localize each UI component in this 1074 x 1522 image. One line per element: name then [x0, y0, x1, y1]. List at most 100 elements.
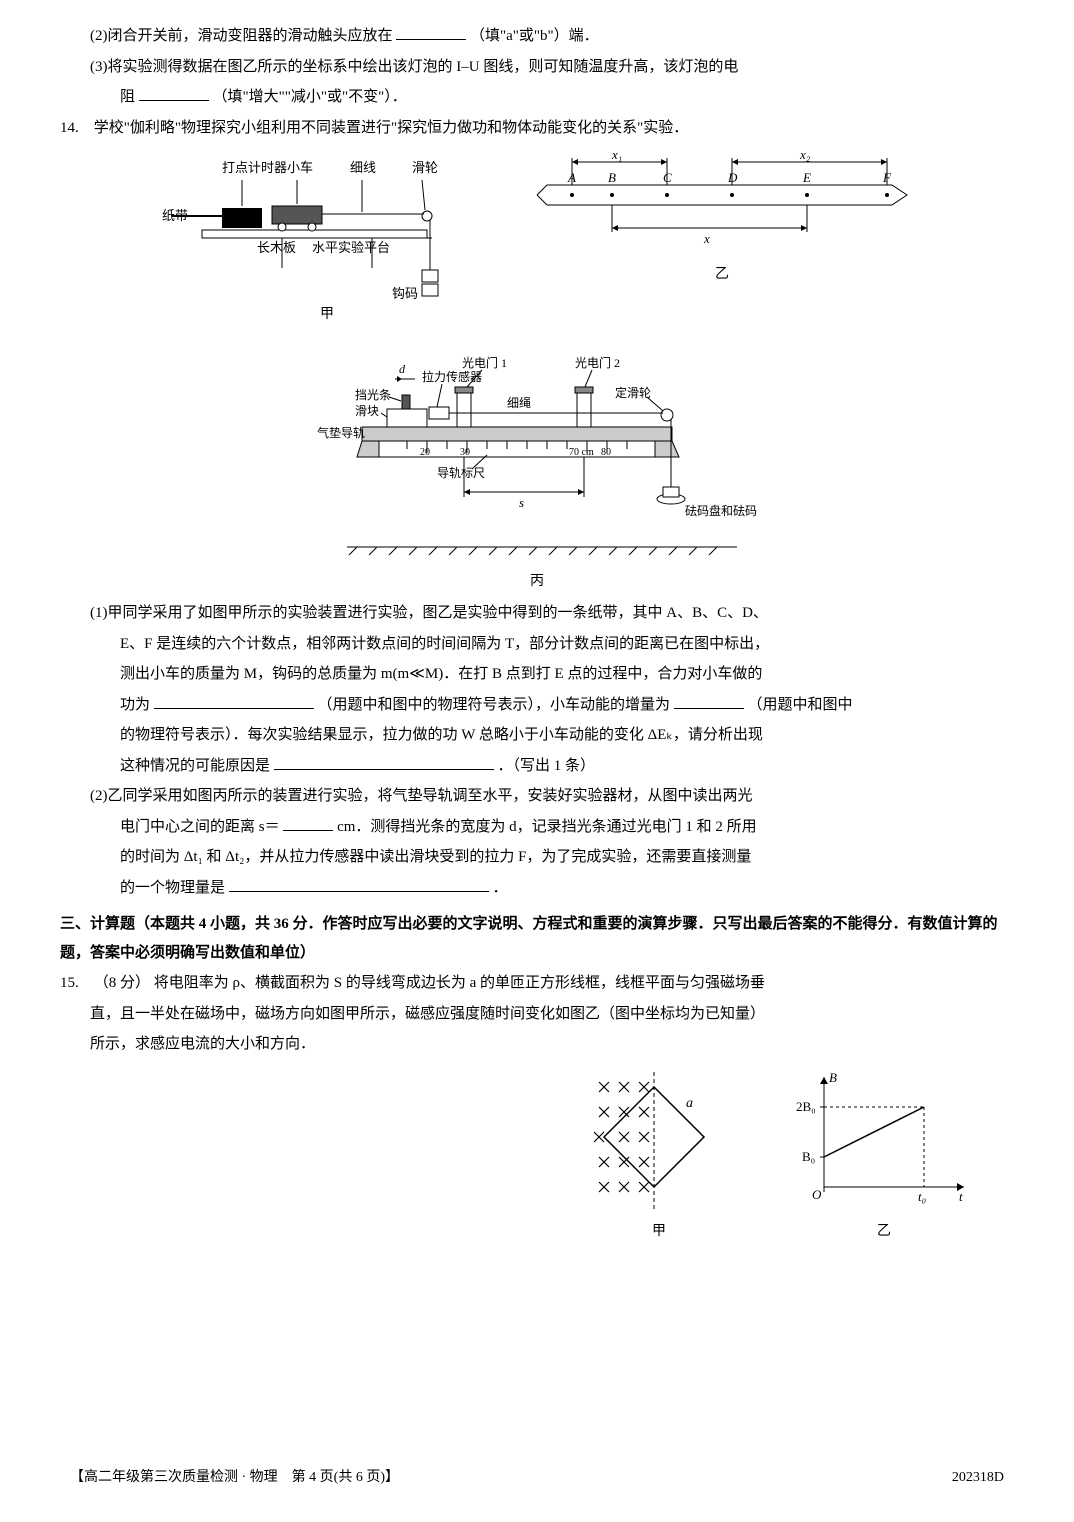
q14-fig1-cap: 甲: [320, 302, 334, 329]
svg-text:B₀: B₀: [802, 1149, 815, 1164]
svg-text:滑轮: 滑轮: [412, 160, 438, 175]
q14-fig3: 20 30 70 cm 80 d: [307, 337, 767, 596]
q14-blank-work: [154, 692, 314, 709]
q14-blank-ek: [674, 692, 744, 709]
q13-sub3-blank: [139, 85, 209, 102]
svg-text:B: B: [608, 170, 616, 185]
svg-text:拉力传感器: 拉力传感器: [422, 369, 482, 384]
svg-text:纸带: 纸带: [162, 208, 188, 223]
svg-text:挡光条: 挡光条: [355, 388, 391, 402]
svg-text:x₁: x₁: [611, 150, 622, 162]
q15-fig2-cap: 乙: [877, 1219, 891, 1246]
footer-left: 高二年级第三次质量检测 · 物理 第 4 页(共 6 页): [70, 1465, 399, 1492]
q14-stem: 学校"伽利略"物理探究小组利用不同装置进行"探究恒力做功和物体动能变化的关系"实…: [94, 120, 689, 136]
q15-fig1-cap: 甲: [652, 1219, 666, 1246]
q13-sub3b: 阻: [120, 89, 135, 105]
q14-fig3-cap: 丙: [530, 569, 544, 596]
q14-blank-qty: [229, 875, 489, 892]
svg-text:钩码: 钩码: [392, 286, 418, 300]
svg-text:70 cm: 70 cm: [569, 447, 594, 458]
q13-sub2-tail: （填"a"或"b"）端．: [470, 28, 599, 44]
q14-fig2-cap: 乙: [715, 262, 729, 289]
q15-figrow: a 甲 B 2B₀ B₀ O t₀ t 乙: [60, 1067, 1014, 1246]
q13-sub3c: （填"增大""减小"或"不变"）．: [213, 89, 407, 105]
svg-text:B: B: [829, 1070, 837, 1085]
q15-t2: 直，且一半处在磁场中，磁场方向如图甲所示，磁感应强度随时间变化如图乙（图中坐标均…: [60, 1000, 1014, 1029]
q14-p1f: （用题中和图中: [748, 697, 853, 713]
q14-stem-line: 14. 学校"伽利略"物理探究小组利用不同装置进行"探究恒力做功和物体动能变化的…: [60, 114, 1014, 143]
svg-text:30: 30: [460, 447, 470, 458]
q14-p1h: 这种情况的可能原因是: [120, 758, 270, 774]
q14-p1d: 功为: [120, 697, 150, 713]
q14-figrow2: 20 30 70 cm 80 d: [60, 337, 1014, 596]
svg-text:x: x: [703, 231, 710, 246]
q15-fig2: B 2B₀ B₀ O t₀ t 乙: [794, 1067, 974, 1246]
q14-p1e: （用题中和图中的物理符号表示），小车动能的增量为: [318, 697, 671, 713]
section3-head: 三、计算题（本题共 4 小题，共 36 分．作答时应写出必要的文字说明、方程式和…: [60, 910, 1014, 967]
q15-fig1: a 甲: [584, 1067, 734, 1246]
svg-text:滑块: 滑块: [355, 404, 379, 418]
svg-text:O: O: [812, 1187, 822, 1202]
q15-line1: 15. （8 分） 将电阻率为 ρ、横截面积为 S 的导线弯成边长为 a 的单匝…: [60, 969, 1014, 998]
svg-text:光电门 1: 光电门 1: [462, 355, 507, 370]
svg-text:80: 80: [601, 447, 611, 458]
svg-text:长木板: 长木板: [257, 240, 296, 255]
q13-sub2-text: (2)闭合开关前，滑动变阻器的滑动触头应放在: [90, 28, 393, 44]
q14-p2e: 的一个物理量是: [120, 880, 225, 896]
svg-text:砝码盘和砝码: 砝码盘和砝码: [685, 503, 757, 518]
svg-text:气垫导轨: 气垫导轨: [317, 425, 365, 440]
q14-p2-line2: 电门中心之间的距离 s＝ cm．测得挡光条的宽度为 d，记录挡光条通过光电门 1…: [60, 813, 1014, 842]
svg-text:x₂: x₂: [799, 150, 811, 162]
svg-text:细线: 细线: [350, 160, 376, 175]
svg-text:t: t: [959, 1189, 963, 1204]
q14-p2d: 的时间为 Δt₁ 和 Δt₂，并从拉力传感器中读出滑块受到的拉力 F，为了完成实…: [60, 843, 1014, 872]
svg-text:t₀: t₀: [918, 1189, 926, 1204]
page-footer: 高二年级第三次质量检测 · 物理 第 4 页(共 6 页) 202318D: [60, 1465, 1014, 1492]
q15-num: 15.: [60, 969, 90, 998]
svg-text:小车: 小车: [287, 160, 313, 175]
q14-fig2: A B C D E F x₁ x₂ x: [532, 150, 912, 329]
q14-p2-line4: 的一个物理量是 ．: [60, 874, 1014, 903]
q14-p2a: (2)乙同学采用如图丙所示的装置进行实验，将气垫导轨调至水平，安装好实验器材，从…: [60, 782, 1014, 811]
svg-text:水平实验平台: 水平实验平台: [312, 240, 390, 255]
q14-p1c: 测出小车的质量为 M，钩码的总质量为 m(m≪M)．在打 B 点到打 E 点的过…: [60, 660, 1014, 689]
q14-p1-line4: 功为 （用题中和图中的物理符号表示），小车动能的增量为 （用题中和图中: [60, 691, 1014, 720]
svg-text:细绳: 细绳: [507, 396, 531, 410]
q14-p1-line6: 这种情况的可能原因是 ．（写出 1 条）: [60, 752, 1014, 781]
q13-sub2-blank: [396, 24, 466, 41]
q14-p1g: 的物理符号表示）．每次实验结果显示，拉力做的功 W 总略小于小车动能的变化 ΔE…: [60, 721, 1014, 750]
q14-p2b: 电门中心之间的距离 s＝: [120, 819, 280, 835]
svg-text:定滑轮: 定滑轮: [615, 385, 651, 400]
q14-fig1: 打点计时器 小车 细线 滑轮 纸带 长木板 水平实验平台 钩码 甲: [162, 150, 492, 329]
q14-fig2-svg: A B C D E F x₁ x₂ x: [532, 150, 912, 260]
q14-fig1-svg: 打点计时器 小车 细线 滑轮 纸带 长木板 水平实验平台 钩码: [162, 150, 492, 300]
svg-text:导轨标尺: 导轨标尺: [437, 466, 485, 480]
q13-sub3-line2: 阻 （填"增大""减小"或"不变"）．: [60, 83, 1014, 112]
q14-num: 14.: [60, 114, 90, 143]
q13-sub2: (2)闭合开关前，滑动变阻器的滑动触头应放在 （填"a"或"b"）端．: [60, 22, 1014, 51]
q15-t1: 将电阻率为 ρ、横截面积为 S 的导线弯成边长为 a 的单匝正方形线框，线框平面…: [154, 975, 765, 991]
q14-fig3-svg: 20 30 70 cm 80 d: [307, 337, 767, 567]
q14-p2c: cm．测得挡光条的宽度为 d，记录挡光条通过光电门 1 和 2 所用: [337, 819, 757, 835]
q15-fig2-svg: B 2B₀ B₀ O t₀ t: [794, 1067, 974, 1217]
q14-p1i: ．（写出 1 条）: [498, 758, 596, 774]
svg-text:光电门 2: 光电门 2: [575, 355, 620, 370]
q14-figrow1: 打点计时器 小车 细线 滑轮 纸带 长木板 水平实验平台 钩码 甲 A B C …: [60, 150, 1014, 329]
q14-p1a: (1)甲同学采用了如图甲所示的实验装置进行实验，图乙是实验中得到的一条纸带，其中…: [60, 599, 1014, 628]
q14-blank-s: [283, 814, 333, 831]
q13-sub3a: (3)将实验测得数据在图乙所示的坐标系中绘出该灯泡的 I–U 图线，则可知随温度…: [60, 53, 1014, 82]
q14-p2f: ．: [493, 880, 508, 896]
q14-p1b: E、F 是连续的六个计数点，相邻两计数点间的时间间隔为 T，部分计数点间的距离已…: [60, 630, 1014, 659]
svg-text:20: 20: [420, 447, 430, 458]
footer-right: 202318D: [952, 1465, 1004, 1492]
svg-text:2B₀: 2B₀: [796, 1099, 816, 1114]
q15-t3: 所示，求感应电流的大小和方向．: [60, 1030, 1014, 1059]
q15-score: （8 分）: [94, 975, 150, 991]
svg-text:E: E: [802, 170, 811, 185]
svg-text:d: d: [399, 362, 406, 376]
q14-blank-reason: [274, 753, 494, 770]
q15-fig1-svg: a: [584, 1067, 734, 1217]
svg-text:s: s: [519, 495, 524, 510]
svg-text:a: a: [686, 1096, 693, 1111]
svg-text:打点计时器: 打点计时器: [222, 160, 287, 175]
